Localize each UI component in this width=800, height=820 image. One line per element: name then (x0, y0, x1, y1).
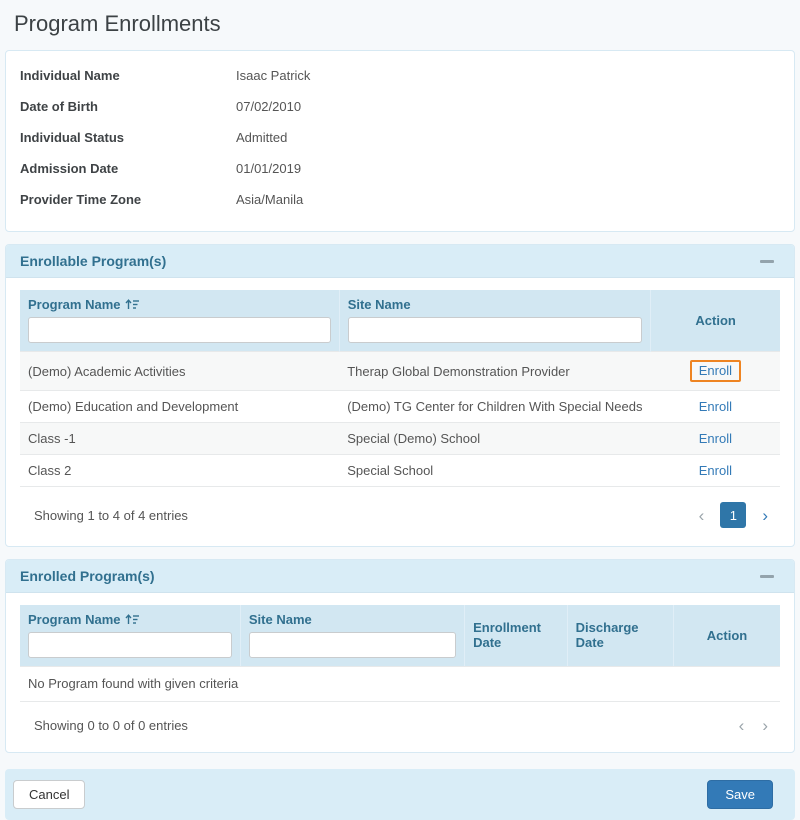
site-name-cell: Special School (339, 454, 651, 487)
action-cell: Enroll (650, 454, 780, 487)
provider-time-zone-label: Provider Time Zone (20, 192, 142, 207)
enrollable-programs-table: Program Name Site Name Action (Demo) Aca… (20, 290, 780, 487)
date-of-birth-value: 07/02/2010 (236, 99, 302, 114)
action-cell: Enroll (650, 422, 780, 455)
enrolled-programs-body: Program Name Site Name Enrollment Date D… (6, 593, 794, 752)
site-name-cell: Therap Global Demonstration Provider (339, 351, 651, 391)
current-page-button[interactable]: 1 (720, 502, 747, 528)
enrollable-programs-title: Enrollable Program(s) (20, 253, 167, 269)
pagination: ‹ › (737, 717, 770, 734)
program-name-filter-input[interactable] (28, 632, 232, 658)
empty-results-message: No Program found with given criteria (20, 666, 780, 702)
provider-time-zone-value: Asia/Manila (236, 192, 304, 207)
column-header-site-name[interactable]: Site Name (239, 605, 465, 666)
previous-page-icon[interactable]: ‹ (698, 505, 705, 525)
column-header-program-name[interactable]: Program Name (20, 290, 340, 352)
enrollable-programs-body: Program Name Site Name Action (Demo) Aca… (6, 278, 794, 546)
page-title: Program Enrollments (14, 11, 221, 36)
save-button[interactable]: Save (707, 780, 773, 809)
enroll-highlight-box: Enroll (689, 360, 742, 382)
site-name-cell: Special (Demo) School (339, 422, 651, 455)
enrolled-programs-title: Enrolled Program(s) (20, 568, 155, 584)
info-row-individual-name: Individual Name Isaac Patrick (6, 60, 794, 91)
individual-name-value: Isaac Patrick (236, 68, 311, 83)
table-row: Class -1 Special (Demo) School Enroll (20, 422, 780, 455)
program-name-cell: Class 2 (20, 454, 340, 487)
admission-date-label: Admission Date (20, 161, 119, 176)
enroll-link[interactable]: Enroll (698, 399, 733, 414)
enrolled-table-footer: Showing 0 to 0 of 0 entries ‹ › (20, 702, 780, 742)
next-page-icon[interactable]: › (762, 716, 768, 735)
enrolled-programs-table: Program Name Site Name Enrollment Date D… (20, 605, 780, 666)
cancel-button[interactable]: Cancel (13, 780, 86, 809)
enroll-link[interactable]: Enroll (698, 363, 733, 378)
admission-date-value: 01/01/2019 (236, 161, 302, 176)
info-row-admission-date: Admission Date 01/01/2019 (6, 153, 794, 184)
enrolled-programs-header: Enrolled Program(s) (6, 560, 794, 593)
program-name-cell: (Demo) Academic Activities (20, 351, 340, 391)
enroll-link[interactable]: Enroll (698, 463, 733, 478)
site-name-cell: (Demo) TG Center for Children With Speci… (339, 390, 651, 423)
sort-icon[interactable] (125, 299, 140, 310)
program-name-cell: (Demo) Education and Development (20, 390, 340, 423)
column-header-enrollment-date: Enrollment Date (464, 605, 568, 666)
collapse-minus-icon[interactable] (760, 574, 774, 578)
info-row-provider-time-zone: Provider Time Zone Asia/Manila (6, 184, 794, 215)
table-row: Class 2 Special School Enroll (20, 454, 780, 487)
column-header-program-name[interactable]: Program Name (20, 605, 241, 666)
sort-icon[interactable] (125, 614, 140, 625)
program-name-cell: Class -1 (20, 422, 340, 455)
individual-name-label: Individual Name (20, 68, 120, 83)
date-of-birth-label: Date of Birth (20, 99, 98, 114)
entries-summary: Showing 1 to 4 of 4 entries (34, 507, 188, 523)
info-row-individual-status: Individual Status Admitted (6, 122, 794, 153)
column-header-action: Action (673, 605, 780, 666)
individual-status-value: Admitted (236, 130, 288, 145)
enrollable-table-footer: Showing 1 to 4 of 4 entries ‹ 1 › (20, 487, 780, 536)
action-cell: Enroll (650, 351, 780, 391)
enrollable-programs-panel: Enrollable Program(s) Program Name Site … (5, 244, 795, 547)
program-name-filter-input[interactable] (28, 317, 331, 343)
column-header-site-name[interactable]: Site Name (338, 290, 651, 352)
previous-page-icon[interactable]: ‹ (738, 716, 745, 735)
column-header-action: Action (650, 290, 780, 352)
site-name-filter-input[interactable] (347, 317, 643, 343)
collapse-minus-icon[interactable] (760, 259, 774, 263)
column-header-discharge-date: Discharge Date (566, 605, 674, 666)
info-row-date-of-birth: Date of Birth 07/02/2010 (6, 91, 794, 122)
entries-summary: Showing 0 to 0 of 0 entries (34, 718, 188, 733)
table-row: (Demo) Academic Activities Therap Global… (20, 351, 780, 391)
pagination: ‹ 1 › (697, 502, 770, 528)
table-row: (Demo) Education and Development (Demo) … (20, 390, 780, 423)
enroll-link[interactable]: Enroll (698, 431, 733, 446)
footer-action-bar: Cancel Save (5, 769, 795, 820)
site-name-filter-input[interactable] (248, 632, 457, 658)
individual-status-label: Individual Status (20, 130, 125, 145)
action-cell: Enroll (650, 390, 780, 423)
individual-info-panel: Individual Name Isaac Patrick Date of Bi… (5, 50, 795, 232)
enrollable-programs-header: Enrollable Program(s) (6, 245, 794, 278)
enrolled-programs-panel: Enrolled Program(s) Program Name Site Na… (5, 559, 795, 753)
next-page-icon[interactable]: › (762, 505, 768, 525)
